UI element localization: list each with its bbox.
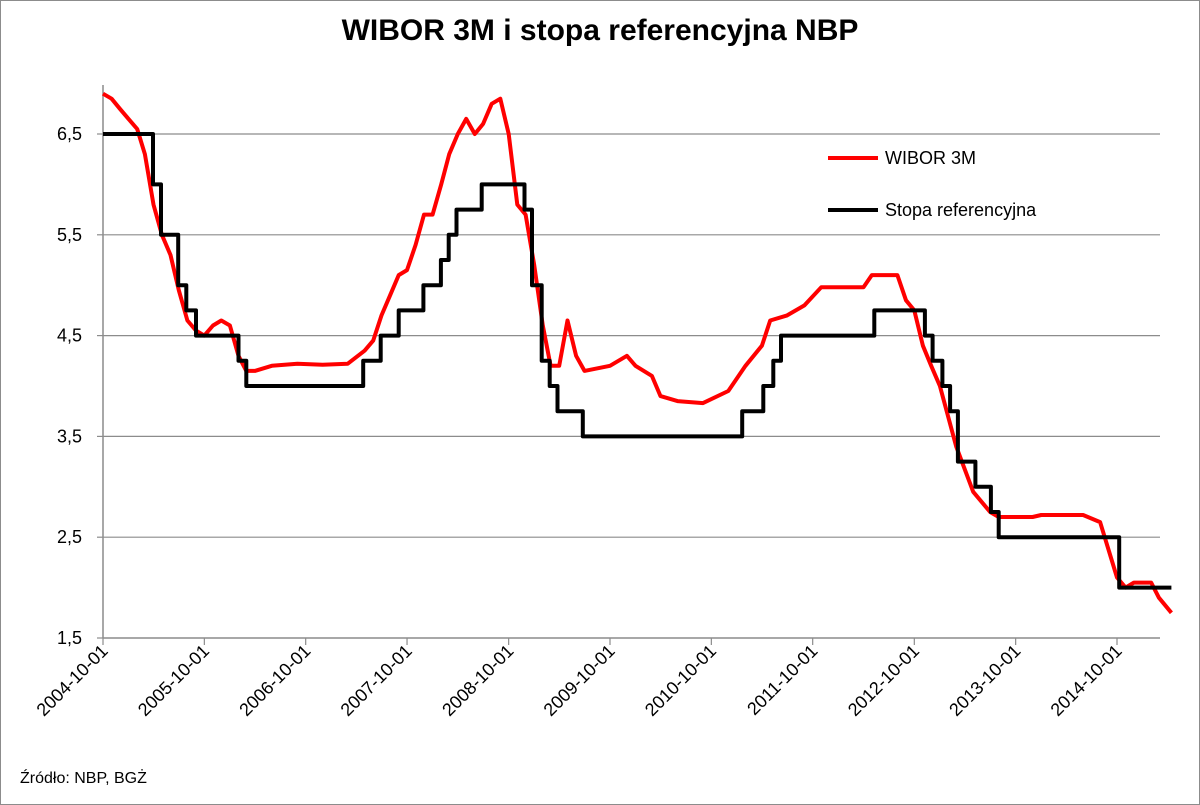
y-tick-label: 2,5 xyxy=(57,527,82,547)
chart-title: WIBOR 3M i stopa referencyjna NBP xyxy=(341,14,859,47)
y-tick-label: 6,5 xyxy=(57,124,82,144)
series-lines xyxy=(101,91,1173,615)
x-tick-label: 2011-10-01 xyxy=(743,641,821,719)
x-axis-tick-labels: 2004-10-01 2005-10-01 2006-10-01 2007-10-01… xyxy=(33,641,1126,720)
y-tick-label: 1,5 xyxy=(57,628,82,648)
x-tick-label: 2007-10-01 xyxy=(337,641,416,720)
x-tick-label: 2014-10-01 xyxy=(1047,641,1126,720)
axes xyxy=(97,85,1160,645)
y-tick-label: 4,5 xyxy=(57,326,82,346)
source-note: Źródło: NBP, BGŻ xyxy=(20,770,147,787)
y-axis-tick-labels: 1,5 2,5 3,5 4,5 5,5 6,5 xyxy=(57,124,82,648)
legend-label: WIBOR 3M xyxy=(885,148,976,168)
y-tick-label: 3,5 xyxy=(57,426,82,446)
x-tick-label: 2013-10-01 xyxy=(945,641,1024,720)
series-line-stopa-referencyjna xyxy=(103,132,1172,590)
x-tick-label: 2006-10-01 xyxy=(235,641,314,720)
legend: WIBOR 3M Stopa referencyjna xyxy=(828,148,1037,220)
x-tick-label: 2012-10-01 xyxy=(844,641,923,720)
y-tick-label: 5,5 xyxy=(57,225,82,245)
series-line-wibor-3m xyxy=(101,91,1173,615)
x-tick-label: 2008-10-01 xyxy=(438,641,517,720)
x-tick-label: 2005-10-01 xyxy=(134,641,213,720)
x-tick-label: 2010-10-01 xyxy=(641,641,720,720)
legend-label: Stopa referencyjna xyxy=(885,200,1037,220)
x-tick-label: 2009-10-01 xyxy=(540,641,619,720)
x-tick-label: 2004-10-01 xyxy=(33,641,112,720)
gridlines xyxy=(103,133,1160,538)
